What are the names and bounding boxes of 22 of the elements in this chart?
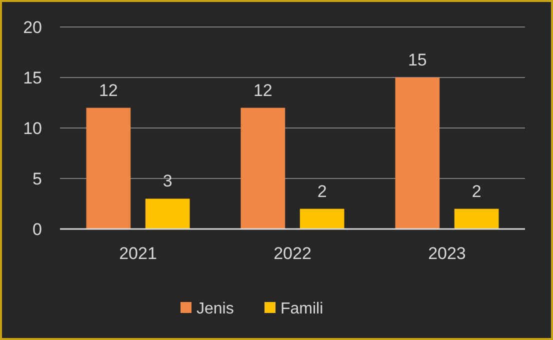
x-tick-label: 2023 bbox=[428, 244, 466, 263]
legend-label: Jenis bbox=[196, 300, 234, 318]
data-label: 12 bbox=[98, 80, 118, 100]
y-tick-label: 5 bbox=[32, 169, 42, 188]
bar bbox=[454, 208, 499, 229]
y-tick-label: 10 bbox=[23, 118, 42, 138]
y-tick-label: 20 bbox=[23, 18, 42, 37]
bar bbox=[395, 78, 440, 229]
data-label: 12 bbox=[253, 80, 272, 100]
y-tick-label: 15 bbox=[23, 68, 42, 88]
x-tick-label: 2021 bbox=[119, 244, 157, 263]
bar bbox=[240, 108, 286, 229]
bar bbox=[300, 208, 344, 229]
data-label: 15 bbox=[408, 50, 427, 70]
bar bbox=[86, 108, 131, 229]
legend-label: Famili bbox=[280, 300, 324, 318]
data-label: 3 bbox=[162, 172, 172, 191]
x-tick-label: 2022 bbox=[274, 244, 312, 263]
y-tick-label: 0 bbox=[32, 220, 42, 239]
data-label: 2 bbox=[317, 182, 327, 201]
bar bbox=[145, 198, 190, 229]
data-label: 2 bbox=[472, 182, 482, 201]
